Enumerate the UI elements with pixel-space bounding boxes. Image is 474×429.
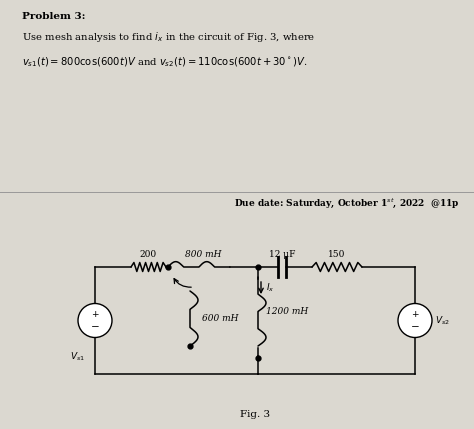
Text: $I_x$: $I_x$ — [266, 282, 274, 294]
Text: $V_{s2}$: $V_{s2}$ — [435, 314, 450, 327]
Text: +: + — [91, 310, 99, 319]
Text: 800 mH: 800 mH — [185, 250, 221, 259]
Text: −: − — [410, 322, 419, 332]
Text: 600 mH: 600 mH — [202, 314, 238, 323]
Text: 1200 mH: 1200 mH — [266, 307, 308, 316]
Text: 12 μF: 12 μF — [269, 250, 295, 259]
Text: Problem 3:: Problem 3: — [22, 12, 85, 21]
Text: Use mesh analysis to find $i_x$ in the circuit of Fig. 3, where: Use mesh analysis to find $i_x$ in the c… — [22, 30, 315, 44]
Text: $v_{s1}(t)=800\cos(600t)V$ and $v_{s2}(t)=110\cos(600t+30^\circ)V$.: $v_{s1}(t)=800\cos(600t)V$ and $v_{s2}(t… — [22, 55, 308, 69]
Text: −: − — [91, 322, 100, 332]
Text: Due date: Saturday, October 1$^{st}$, 2022  @11p: Due date: Saturday, October 1$^{st}$, 20… — [234, 196, 460, 210]
Circle shape — [398, 303, 432, 338]
Text: Fig. 3: Fig. 3 — [240, 410, 270, 419]
Circle shape — [78, 303, 112, 338]
Text: $V_{s1}$: $V_{s1}$ — [70, 350, 84, 363]
Text: 200: 200 — [140, 250, 157, 259]
Text: +: + — [411, 310, 419, 319]
Text: 150: 150 — [328, 250, 346, 259]
